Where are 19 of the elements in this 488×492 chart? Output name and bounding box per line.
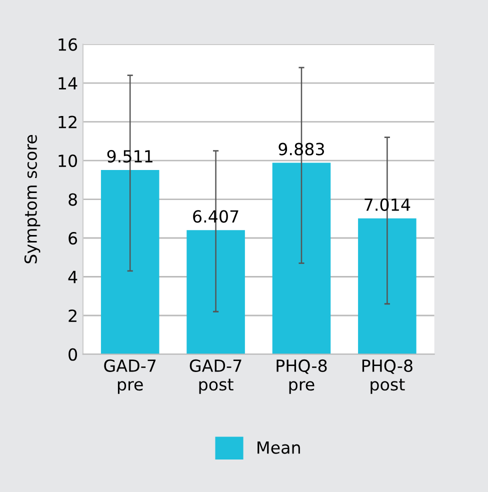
y-tick-label: 6: [68, 232, 78, 245]
bar: [358, 218, 416, 354]
bar: [100, 170, 160, 354]
bar: [272, 162, 331, 354]
y-tick-label: 4: [68, 270, 78, 284]
x-tick-label: GAD-7 pre: [104, 359, 156, 394]
x-tick-label: GAD-7 post: [190, 359, 242, 394]
y-tick-label: 12: [58, 116, 76, 128]
y-tick-label: 2: [68, 309, 76, 322]
y-tick-label: 10: [58, 154, 77, 168]
y-tick-label: 16: [58, 38, 78, 51]
x-tick-label: PHQ-8 pre: [276, 359, 327, 394]
bar: [186, 230, 245, 354]
y-axis-title: Symptom score: [24, 135, 40, 264]
y-tick-label: 14: [58, 77, 78, 90]
y-tick-label: 0: [68, 348, 77, 361]
x-tick-label: PHQ-8 post: [362, 359, 412, 394]
legend-label: Mean: [258, 441, 300, 454]
y-tick-label: 8: [68, 193, 77, 206]
